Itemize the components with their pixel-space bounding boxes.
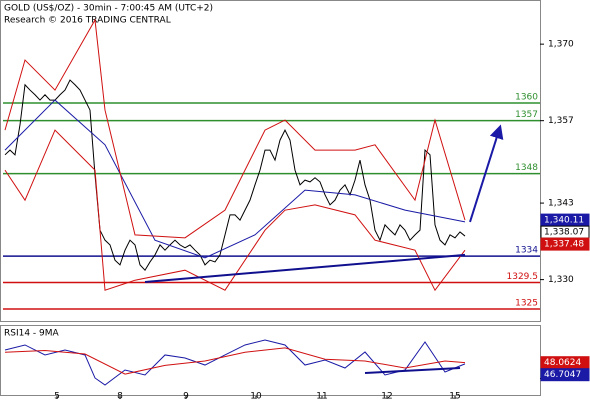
price-box-label: 1,337.48 <box>544 240 584 250</box>
trend-line <box>144 253 466 283</box>
price-box-label: 48.0624 <box>544 358 581 368</box>
level-label: 1325 <box>515 299 538 309</box>
x-tick-label: 11 <box>316 392 327 400</box>
level-label: 1360 <box>515 93 538 103</box>
level-label: 1329.5 <box>507 272 539 282</box>
series-line <box>4 339 466 386</box>
chart-subtitle: Research © 2016 TRADING CENTRAL <box>4 16 171 26</box>
y-tick-label: 1,370 <box>548 40 574 50</box>
series-line <box>4 79 466 272</box>
y-tick-label: 1,330 <box>548 275 574 285</box>
price-box <box>540 368 590 382</box>
series-line <box>4 347 466 375</box>
price-box <box>540 237 590 251</box>
level-label: 1348 <box>515 163 538 173</box>
y-tick-label: 1,357 <box>548 116 574 126</box>
rsi-pane <box>0 325 541 396</box>
price-box-label: 1,338.07 <box>544 228 584 238</box>
rsi-title: RSI14 - 9MA <box>4 329 60 339</box>
price-pane <box>0 0 541 322</box>
x-tick-label: 15 <box>449 392 460 400</box>
chart-title: GOLD (US$/OZ) - 30min - 7:00:45 AM (UTC+… <box>4 4 213 14</box>
price-box-label: 1,340.11 <box>544 216 584 226</box>
x-tick-label: 10 <box>250 392 262 400</box>
x-tick-label: 5 <box>54 392 60 400</box>
price-box-label: 46.7047 <box>544 370 581 380</box>
forecast-arrow <box>469 124 504 223</box>
x-tick-label: 12 <box>381 392 392 400</box>
level-label: 1357 <box>515 110 538 120</box>
x-tick-label: 8 <box>117 392 123 400</box>
series-line <box>4 129 466 292</box>
trend-line <box>364 367 461 374</box>
x-tick-label: 9 <box>183 392 189 400</box>
y-tick-label: 1,343 <box>548 199 574 209</box>
series-line <box>4 18 466 239</box>
level-label: 1334 <box>515 246 538 256</box>
series-line <box>4 99 466 259</box>
